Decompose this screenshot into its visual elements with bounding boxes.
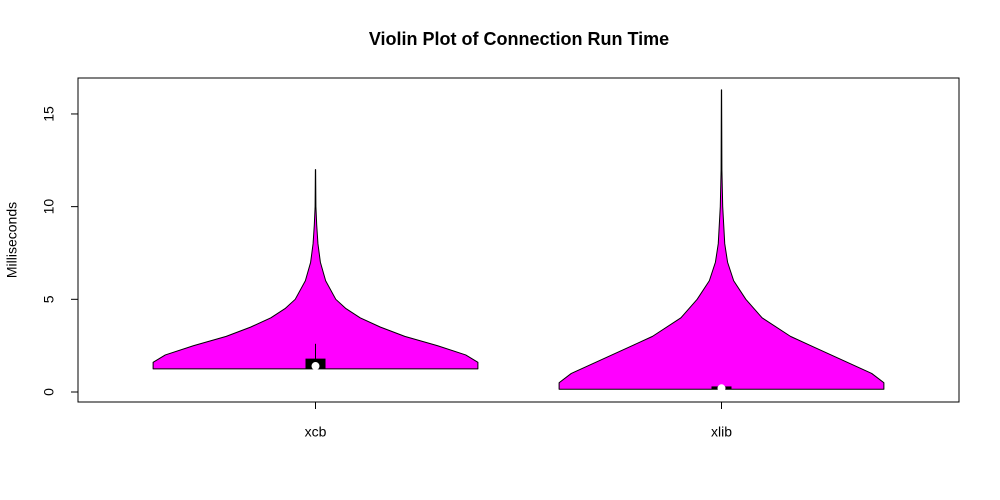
y-axis-label: Milliseconds <box>4 202 20 278</box>
plot-frame <box>77 77 960 403</box>
median <box>311 362 320 371</box>
median <box>717 384 726 393</box>
x-tick-label: xcb <box>305 424 327 440</box>
violin <box>152 169 479 370</box>
chart-title: Violin Plot of Connection Run Time <box>369 29 669 49</box>
y-tick-label: 0 <box>41 388 57 396</box>
violin <box>558 89 885 390</box>
y-tick-label: 10 <box>41 199 57 215</box>
x-tick-label: xlib <box>711 424 732 440</box>
y-tick-label: 15 <box>41 106 57 122</box>
y-tick-label: 5 <box>41 295 57 303</box>
